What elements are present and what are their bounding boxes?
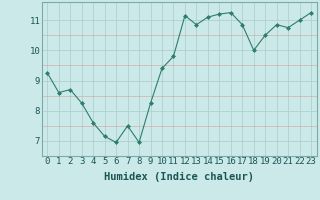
X-axis label: Humidex (Indice chaleur): Humidex (Indice chaleur) [104, 172, 254, 182]
